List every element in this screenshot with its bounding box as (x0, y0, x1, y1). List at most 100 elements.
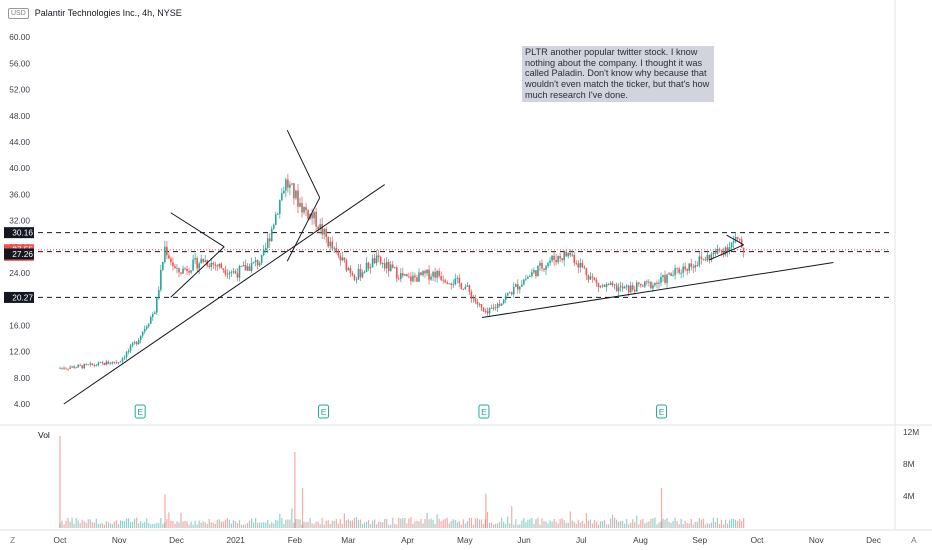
candle-body (708, 254, 711, 261)
candle-body (333, 247, 336, 249)
candle-body (369, 267, 372, 269)
trendline[interactable] (726, 234, 744, 246)
volume-bar (321, 517, 323, 528)
volume-bar (628, 524, 630, 528)
volume-bar (238, 520, 241, 528)
volume-bar (527, 519, 529, 528)
candle-body (720, 250, 723, 252)
volume-bar (392, 517, 394, 528)
volume-bar (613, 517, 616, 528)
candle-body (287, 179, 289, 188)
trendline[interactable] (709, 244, 744, 261)
trendline[interactable] (170, 212, 225, 248)
volume-bar (622, 521, 624, 528)
earnings-marker[interactable]: E (134, 404, 146, 419)
candle-body (696, 265, 699, 266)
candle-body (295, 190, 297, 199)
candle-body (537, 265, 539, 277)
candle-body (357, 268, 360, 280)
volume-bar (311, 523, 313, 528)
volume-bar (402, 517, 404, 528)
candle-body (514, 284, 517, 287)
candle-body (585, 268, 588, 276)
volume-bar (172, 521, 174, 528)
volume-bar (291, 508, 293, 528)
earnings-marker-box (478, 404, 490, 419)
candle-body (406, 274, 408, 277)
volume-bar (335, 518, 337, 528)
candle-body (319, 224, 321, 230)
grid (0, 0, 932, 531)
volume-bar (609, 518, 612, 528)
chart-header: USD Palantir Technologies Inc., 4h, NYSE (8, 6, 182, 20)
volume-bar (148, 522, 150, 528)
candle-body (640, 283, 642, 286)
candle-body (559, 255, 561, 259)
trendline[interactable] (286, 129, 321, 198)
volume-bar (513, 524, 515, 528)
candle-body (133, 342, 136, 344)
candle-body (367, 262, 370, 269)
volume-bar (535, 519, 537, 528)
trendline[interactable] (170, 246, 225, 298)
trendline[interactable] (481, 262, 834, 319)
candle-body (484, 311, 487, 312)
candle-body (194, 258, 196, 260)
volume-bar (398, 517, 400, 528)
volume-bar (317, 521, 319, 528)
candle-body (682, 266, 684, 273)
candle-body (385, 261, 388, 269)
candle-body (244, 265, 247, 271)
currency-badge[interactable]: USD (8, 7, 29, 19)
candle-body (482, 307, 485, 312)
candle-body (226, 274, 229, 276)
volume-bar (589, 519, 591, 528)
candle-body (311, 213, 313, 219)
candle-body (331, 241, 334, 249)
volume-bar (327, 520, 329, 528)
trendline[interactable] (286, 197, 321, 262)
earnings-marker[interactable]: E (318, 404, 330, 419)
volume-bar (117, 524, 120, 528)
candle-body (361, 272, 364, 278)
candle-body (464, 286, 467, 290)
candle-body (143, 328, 146, 332)
volume-bar (601, 521, 604, 528)
volume-bar (214, 524, 216, 528)
volume-bar (200, 523, 202, 528)
volume-bar (406, 523, 408, 528)
volume-bar (595, 521, 598, 528)
volume-bar (674, 517, 676, 528)
volume-bar (626, 519, 628, 528)
candle-body (410, 276, 412, 282)
candle-body (353, 275, 356, 280)
volume-bar (378, 522, 380, 528)
axes[interactable]: 4.008.0012.0016.0020.0024.0028.0032.0036… (9, 32, 919, 545)
candle-body (549, 260, 551, 263)
candle-body (250, 262, 253, 271)
volume-bar (359, 519, 362, 528)
trendline[interactable] (63, 184, 385, 405)
volume-bar (607, 524, 610, 528)
earnings-marker[interactable]: E (478, 404, 490, 419)
volume-bar (436, 514, 438, 528)
volume-bar (696, 521, 698, 528)
symbol-title[interactable]: Palantir Technologies Inc., 4h, NYSE (34, 8, 182, 18)
candle-body (623, 286, 626, 289)
volume-bar (293, 522, 295, 528)
candle-body (510, 292, 513, 295)
candle-body (137, 340, 140, 345)
earnings-marker[interactable]: E (656, 404, 668, 419)
candle-body (212, 262, 215, 265)
text-note[interactable]: PLTR another popular twitter stock. I kn… (522, 46, 714, 102)
zoom-icon[interactable]: Z (10, 535, 16, 545)
volume-bar (545, 521, 547, 528)
candle-body (166, 246, 168, 256)
volume-bar (702, 518, 704, 528)
candle-body (551, 255, 553, 261)
auto-scale-button[interactable]: A (911, 535, 917, 545)
volume-bar (662, 518, 664, 528)
volume-bar (188, 524, 190, 528)
